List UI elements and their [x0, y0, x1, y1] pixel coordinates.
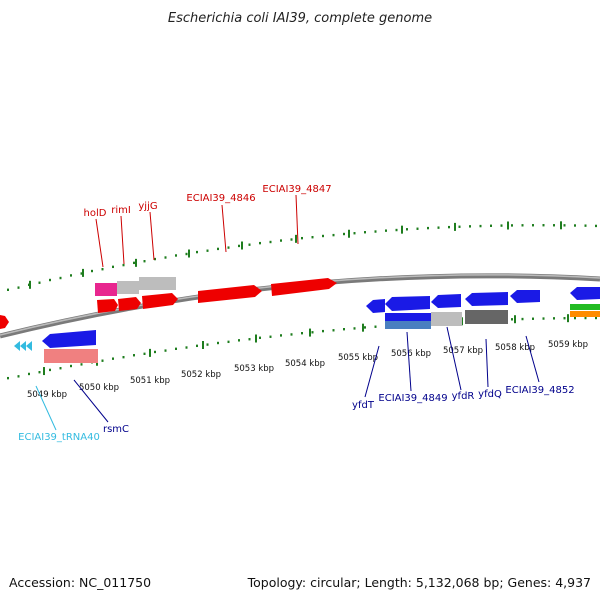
gene-label[interactable]: ECIAI39_tRNA40	[18, 432, 100, 443]
gene-ECIAI39_4849[interactable]	[385, 296, 430, 311]
kbp-tick-label: 5055 kbp	[338, 353, 378, 363]
gene-rimI[interactable]	[118, 297, 141, 311]
gene-leader-line	[221, 204, 227, 253]
gene-right-edge[interactable]	[570, 287, 600, 300]
gene-labels: holD rimI yjjG ECIAI39_4846 ECIAI39_4847 ECIA…	[18, 184, 574, 443]
gene-leader-line	[35, 385, 57, 431]
gene-label[interactable]: ECIAI39_4852	[505, 385, 574, 396]
outer-tick-ring	[7, 221, 597, 291]
gene-ECIAI39_4852[interactable]	[510, 290, 540, 303]
gene-yfdR[interactable]	[431, 294, 461, 308]
gene-label[interactable]: yfdT	[352, 400, 375, 411]
gene-label[interactable]: yfdQ	[478, 389, 502, 400]
accession-text: Accession: NC_011750	[9, 575, 152, 590]
kbp-tick-label: 5053 kbp	[234, 364, 274, 374]
gene-left-edge[interactable]	[0, 315, 9, 329]
gene-leader-line	[406, 331, 412, 392]
gene-label[interactable]: yfdR	[452, 391, 475, 402]
feature-cog-ECIAI39_4849-a[interactable]	[385, 313, 431, 321]
gene-label[interactable]: holD	[84, 208, 107, 219]
kbp-tick-label: 5054 kbp	[285, 359, 325, 369]
kbp-tick-label: 5057 kbp	[443, 346, 483, 356]
gene-leader-line	[73, 379, 109, 423]
kbp-tick-label: 5052 kbp	[181, 370, 221, 380]
gene-holD[interactable]	[97, 299, 118, 313]
reverse-strand-features	[14, 287, 600, 363]
gene-leader-line	[295, 194, 299, 245]
gene-label[interactable]: rimI	[111, 205, 131, 216]
gene-yjjG[interactable]	[142, 293, 178, 309]
feature-cog-rsmC[interactable]	[44, 349, 98, 363]
map-title: Escherichia coli IAI39, complete genome	[168, 11, 432, 26]
gene-label[interactable]: yjjG	[138, 201, 157, 212]
gene-yfdQ[interactable]	[465, 292, 508, 306]
kbp-tick-label: 5059 kbp	[548, 340, 588, 350]
gene-label[interactable]: ECIAI39_4849	[378, 393, 447, 404]
gene-ECIAI39_4847[interactable]	[271, 278, 337, 296]
gene-ECIAI39_4846[interactable]	[198, 285, 262, 303]
feature-cog-yfdQ[interactable]	[465, 310, 508, 324]
gene-leader-line	[364, 345, 380, 398]
feature-cog-rimI[interactable]	[117, 281, 139, 294]
feature-cog-yfdR[interactable]	[431, 312, 462, 326]
kbp-tick-label: 5050 kbp	[79, 383, 119, 393]
gene-leader-line	[446, 326, 462, 391]
gene-label[interactable]: rsmC	[103, 424, 129, 435]
feature-cog-right-green[interactable]	[570, 304, 600, 310]
feature-cog-holD[interactable]	[95, 283, 117, 296]
genome-summary-text: Topology: circular; Length: 5,132,068 bp…	[247, 575, 591, 590]
kbp-tick-label: 5058 kbp	[495, 343, 535, 353]
kbp-tick-labels: 5049 kbp 5050 kbp 5051 kbp 5052 kbp 5053 kbp…	[27, 340, 588, 400]
kbp-tick-label: 5049 kbp	[27, 390, 67, 400]
feature-cog-yjjG[interactable]	[139, 277, 176, 290]
forward-strand-features	[0, 277, 337, 329]
gene-leader-line	[485, 338, 489, 388]
kbp-tick-label: 5051 kbp	[130, 376, 170, 386]
gene-leader-line	[120, 215, 125, 265]
gene-yfdT[interactable]	[366, 299, 385, 313]
gene-label[interactable]: ECIAI39_4846	[186, 193, 255, 204]
inner-tick-ring	[7, 314, 597, 380]
gene-leader-line	[525, 335, 540, 383]
gene-leader-line	[149, 211, 155, 261]
feature-cog-ECIAI39_4849-b[interactable]	[385, 321, 431, 329]
gene-leader-line	[95, 218, 104, 268]
feature-cog-right-orange[interactable]	[570, 311, 600, 317]
gene-rsmC[interactable]	[42, 330, 96, 348]
kbp-tick-label: 5056 kbp	[391, 349, 431, 359]
gene-label[interactable]: ECIAI39_4847	[262, 184, 331, 195]
trna-arrows[interactable]	[14, 341, 32, 351]
